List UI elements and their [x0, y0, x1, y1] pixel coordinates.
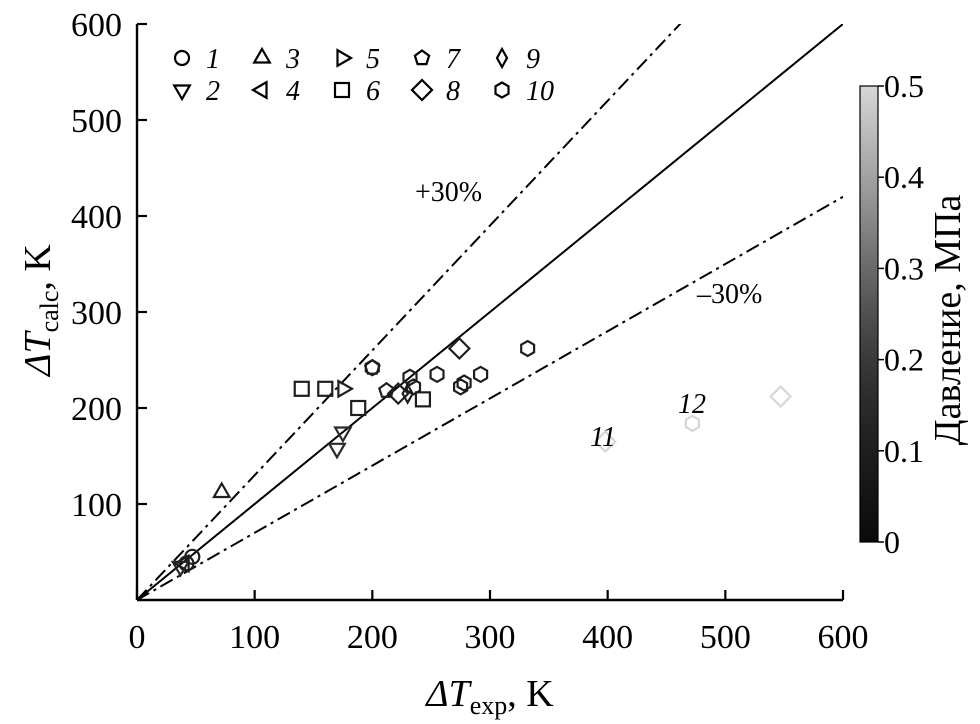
- x-tick-label: 0: [129, 619, 146, 656]
- series-11-label: 11: [590, 422, 616, 453]
- point-series-10: [364, 358, 380, 377]
- legend-label-7: 7: [446, 44, 461, 75]
- y-tick-label: 600: [71, 7, 122, 44]
- reference-line-0: [137, 24, 843, 600]
- point-series-10: [453, 378, 469, 396]
- legend-marker-6: [333, 81, 351, 99]
- reference-line-2: [137, 195, 843, 600]
- colorbar-tick-label: 0.3: [884, 250, 924, 286]
- annotation-plus30: +30%: [415, 177, 482, 208]
- point-series-6: [293, 380, 310, 397]
- y-axis-label-main: ΔT: [17, 330, 59, 378]
- x-axis-label-unit: , K: [507, 673, 554, 715]
- legend-marker-2: [172, 84, 192, 102]
- point-series-3: [211, 481, 232, 499]
- point-series-10: [520, 339, 536, 358]
- colorbar-tick-label: 0.5: [884, 68, 924, 104]
- legend-marker-7: [413, 49, 431, 66]
- point-series-10: [405, 378, 422, 396]
- y-axis-label-unit: , K: [17, 244, 59, 291]
- point-series-7: [378, 381, 395, 398]
- point-series-2: [333, 426, 353, 444]
- legend-marker-10: [494, 81, 510, 99]
- x-axis-label-main: ΔT: [424, 673, 472, 715]
- point-series-10: [402, 368, 418, 387]
- y-axis-label: ΔTcalc, K: [17, 244, 64, 378]
- legend-marker-9: [495, 46, 509, 70]
- x-axis-label: ΔTexp, K: [424, 673, 554, 720]
- y-tick-label: 400: [71, 199, 122, 236]
- x-axis-label-sub: exp: [470, 691, 508, 720]
- axis-ticks: 0 100 200 300 400 500 600 100 200 300 400 500 600: [71, 7, 869, 656]
- series-12-label: 12: [678, 389, 706, 420]
- point-series-12: [684, 414, 701, 433]
- y-axis-label-sub: calc: [35, 291, 64, 333]
- point-series-2: [327, 442, 347, 460]
- legend-label-8: 8: [446, 76, 460, 107]
- point-series-11: [769, 384, 793, 409]
- y-tick-label: 500: [71, 103, 122, 140]
- reference-lines: [137, 24, 843, 600]
- point-series-6: [414, 391, 432, 408]
- x-tick-label: 600: [818, 619, 869, 656]
- legend: 12 34 56 78 910: [172, 44, 554, 107]
- legend-label-2: 2: [206, 76, 220, 107]
- x-tick-label: 100: [229, 619, 280, 656]
- annotation-minus30: –30%: [696, 279, 762, 310]
- legend-label-9: 9: [526, 44, 540, 75]
- point-series-6: [350, 399, 367, 417]
- y-tick-label: 200: [71, 391, 122, 428]
- colorbar-label: Давление, МПа: [927, 195, 969, 446]
- point-series-10: [473, 365, 489, 384]
- x-tick-label: 200: [347, 619, 398, 656]
- point-series-8: [447, 336, 471, 361]
- point-series-4: [172, 553, 190, 574]
- colorbar-tick-label: 0.2: [884, 342, 924, 378]
- y-tick-label: 300: [71, 295, 122, 332]
- colorbar-tick-label: 0.1: [884, 433, 924, 469]
- x-tick-label: 400: [582, 619, 633, 656]
- colorbar-tick-label: 0: [884, 524, 900, 560]
- y-tick-label: 100: [71, 487, 122, 524]
- pressure-colorbar: 0 0.1 0.2 0.3 0.4 0.5: [859, 68, 924, 560]
- point-series-11: [593, 430, 617, 454]
- x-tick-label: 300: [465, 619, 516, 656]
- colorbar-tick-label: 0.4: [884, 159, 924, 195]
- legend-label-10: 10: [526, 76, 554, 107]
- legend-marker-5: [336, 48, 354, 68]
- point-series-10: [456, 374, 472, 392]
- legend-label-4: 4: [286, 76, 300, 107]
- data-markers: [170, 336, 793, 578]
- point-series-6: [317, 380, 334, 397]
- legend-marker-8: [410, 78, 434, 102]
- legend-label-6: 6: [366, 76, 380, 107]
- reference-line-1: [137, 24, 682, 600]
- point-series-9: [401, 382, 414, 405]
- legend-marker-4: [250, 80, 268, 100]
- x-tick-label: 500: [700, 619, 751, 656]
- legend-label-3: 3: [285, 44, 300, 75]
- legend-label-1: 1: [206, 44, 220, 75]
- legend-label-5: 5: [366, 44, 380, 75]
- colorbar-gradient: [859, 85, 879, 543]
- point-series-5: [337, 379, 355, 399]
- point-series-10: [429, 365, 445, 384]
- legend-marker-1: [173, 49, 191, 67]
- legend-marker-3: [252, 46, 272, 64]
